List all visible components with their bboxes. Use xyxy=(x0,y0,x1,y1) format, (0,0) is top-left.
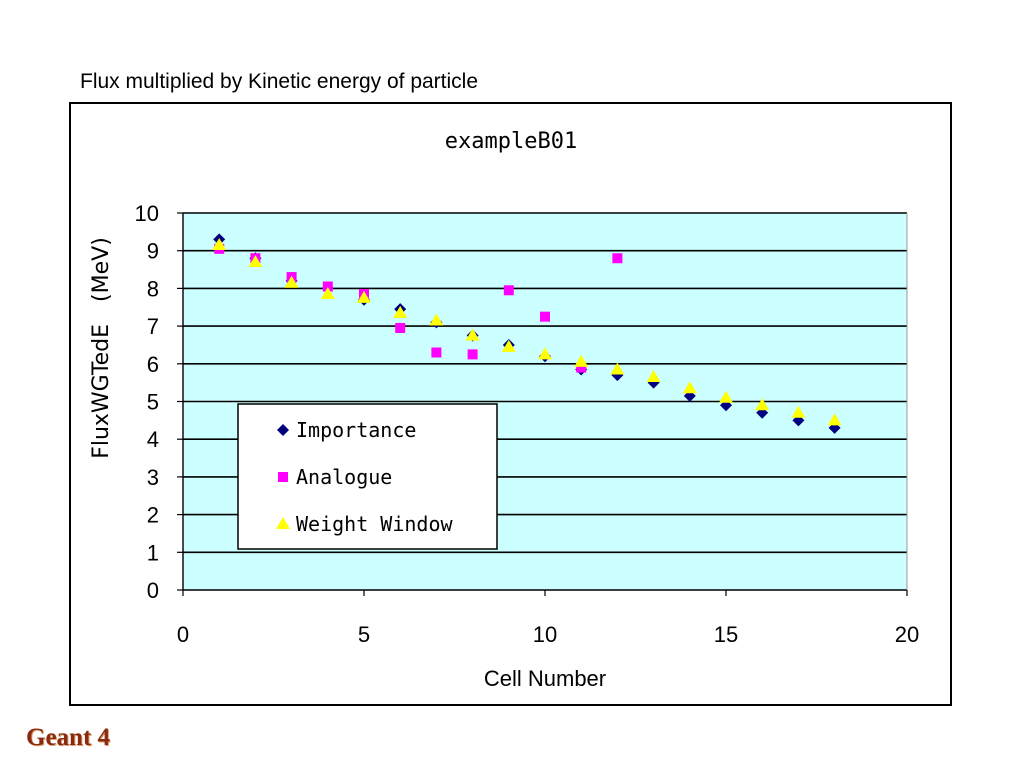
triangle-point xyxy=(755,398,770,411)
square-point xyxy=(395,322,406,333)
square-point xyxy=(322,281,333,292)
triangle-point xyxy=(465,328,480,341)
y-tick-label: 1 xyxy=(147,540,159,565)
x-tick-label: 10 xyxy=(533,622,557,647)
square-point xyxy=(540,311,550,322)
x-tick-label: 5 xyxy=(358,622,370,647)
y-tick-label: 5 xyxy=(147,390,159,415)
square-point xyxy=(612,253,623,264)
x-tick-label: 15 xyxy=(714,622,738,647)
legend-marker xyxy=(276,517,290,529)
y-tick-label: 0 xyxy=(147,578,159,603)
square-point xyxy=(431,347,442,358)
x-tick-label: 0 xyxy=(177,622,189,647)
triangle-point xyxy=(393,305,408,318)
y-axis-label: FluxWGTedE (MeV) xyxy=(89,237,114,459)
x-tick-label: 20 xyxy=(895,622,919,647)
square-point xyxy=(576,362,587,373)
triangle-point xyxy=(719,390,733,403)
y-tick-label: 4 xyxy=(147,427,159,452)
triangle-point xyxy=(791,405,806,418)
slide-title: Flux multiplied by Kinetic energy of par… xyxy=(80,70,479,93)
y-tick-label: 7 xyxy=(147,314,159,339)
triangle-point xyxy=(538,347,552,360)
y-tick-label: 9 xyxy=(147,239,159,264)
triangle-point xyxy=(574,354,589,367)
x-axis-label: Cell Number xyxy=(484,666,606,691)
triangle-point xyxy=(429,313,444,326)
triangle-point xyxy=(248,255,263,268)
y-tick-label: 10 xyxy=(135,201,159,226)
triangle-point xyxy=(357,290,371,303)
series-weight-window xyxy=(212,238,842,426)
square-point xyxy=(467,349,478,360)
y-tick-label: 6 xyxy=(147,352,159,377)
chart-title: exampleB01 xyxy=(445,129,577,154)
legend-marker xyxy=(277,424,289,436)
triangle-point xyxy=(646,369,661,382)
square-point xyxy=(503,285,514,296)
triangle-point xyxy=(610,362,625,375)
legend-label: Weight Window xyxy=(296,512,453,536)
triangle-point xyxy=(284,275,299,288)
legend: Importance Analogue Weight Window xyxy=(237,403,498,550)
triangle-point xyxy=(212,238,227,251)
triangle-point xyxy=(501,339,516,352)
footer-logo: Geant 4 xyxy=(26,724,111,751)
triangle-point xyxy=(682,381,697,394)
y-tick-label: 2 xyxy=(147,503,159,528)
legend-label: Analogue xyxy=(296,465,392,489)
legend-marker xyxy=(278,472,288,482)
legend-label: Importance xyxy=(296,418,416,442)
y-tick-label: 3 xyxy=(147,465,159,490)
triangle-point xyxy=(827,413,842,426)
triangle-point xyxy=(320,287,335,300)
y-tick-label: 8 xyxy=(147,276,159,301)
